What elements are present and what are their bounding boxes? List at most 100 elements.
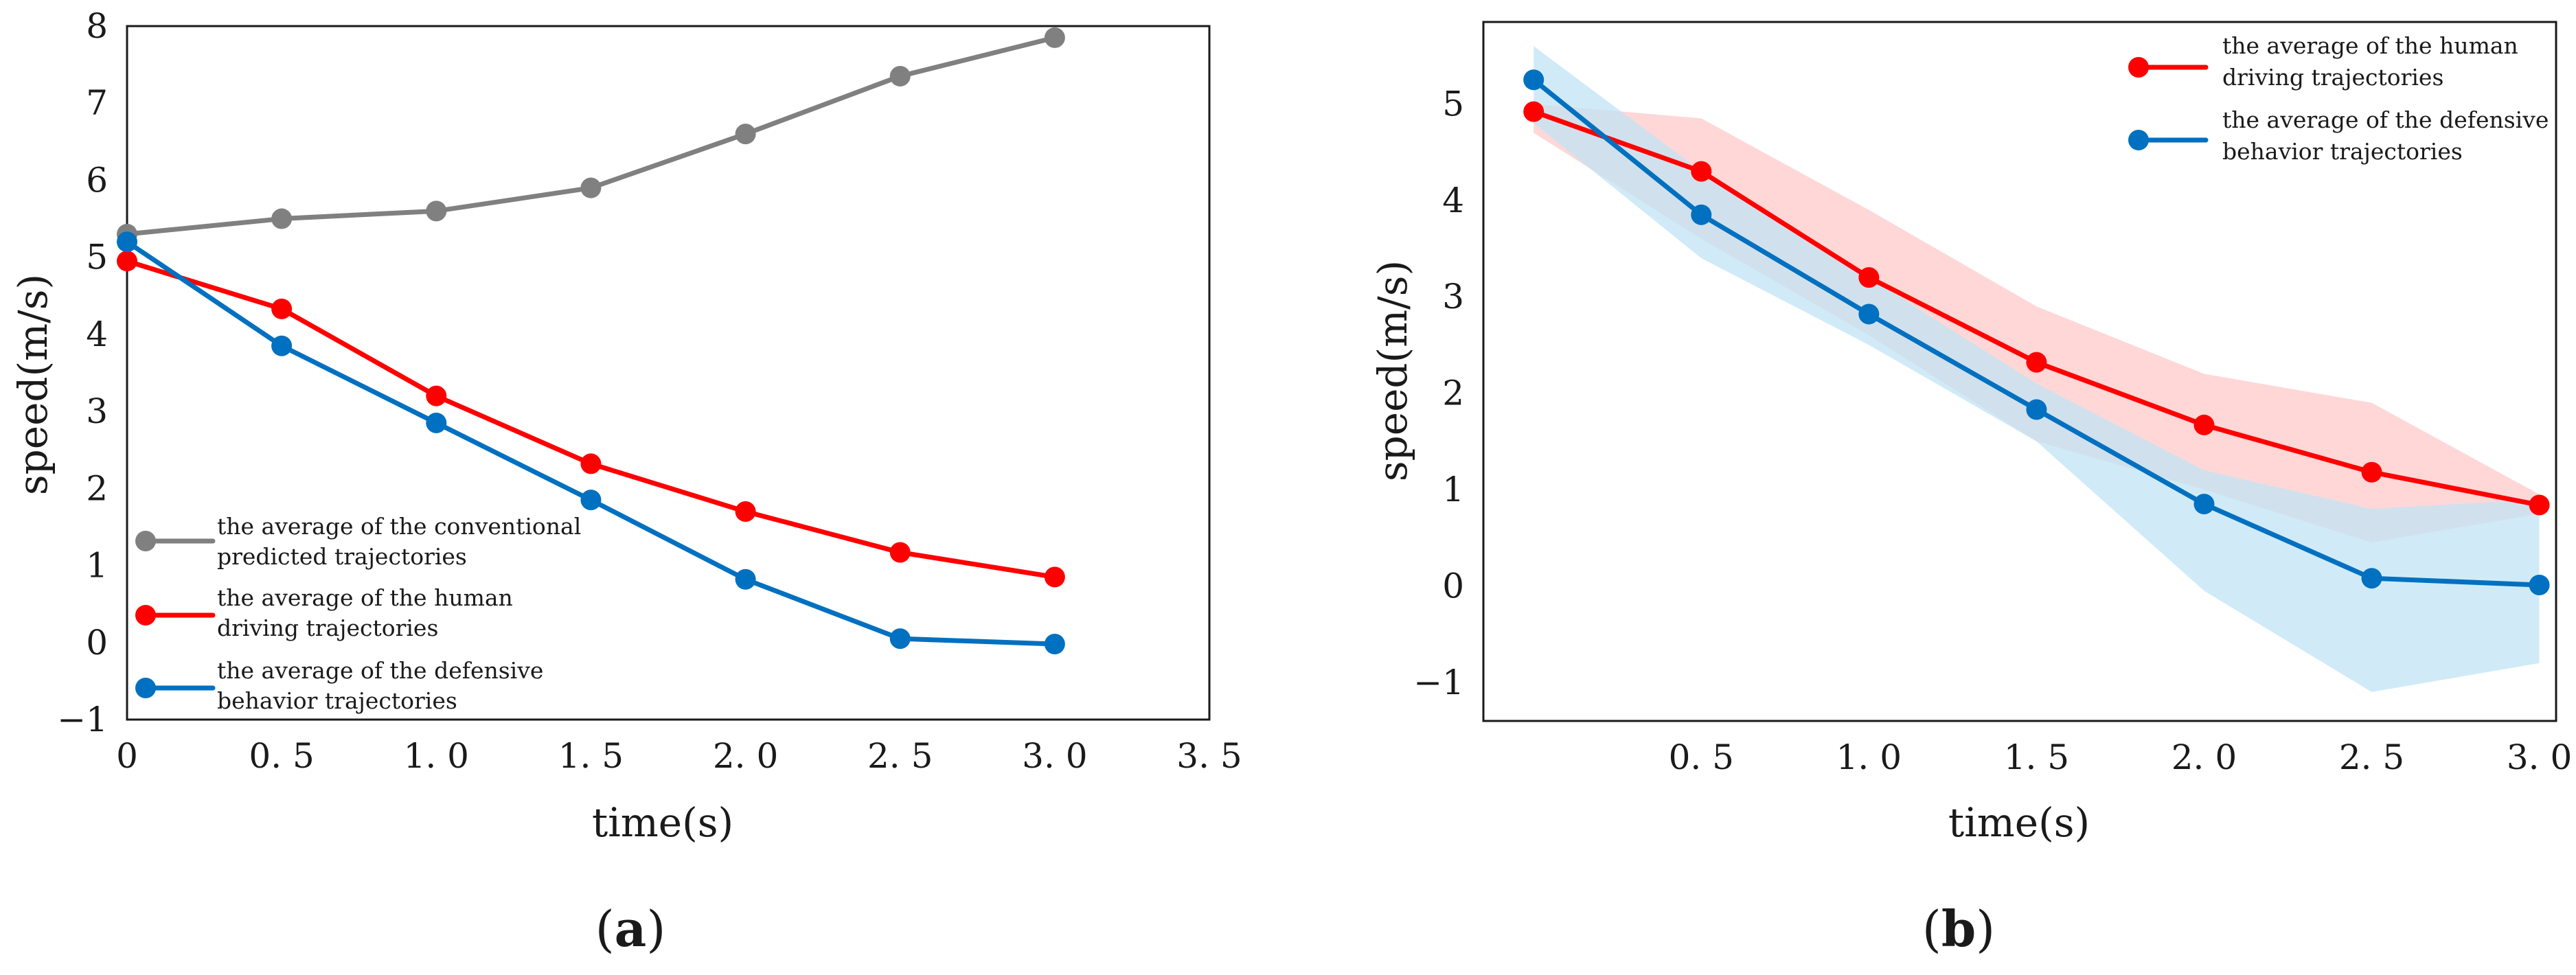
x-tick-label-b: 0. 5 xyxy=(1669,737,1734,777)
legend-label-b-human-line1: the average of the human xyxy=(2222,32,2518,59)
data-point-a-predicted-trajectories xyxy=(580,177,602,198)
data-point-b-driving-trajectories xyxy=(2361,461,2382,483)
legend-entry-b-defensive: the average of the defensive behavior tr… xyxy=(2128,106,2549,165)
series-line-a-predicted-trajectories xyxy=(124,35,1058,237)
data-point-b-driving-trajectories xyxy=(1691,161,1712,182)
x-tick-label-a: 3. 5 xyxy=(1176,736,1242,776)
legend-entry-a-human: the average of the human driving traject… xyxy=(135,584,513,641)
y-tick-label-b: 1 xyxy=(1442,470,1464,509)
data-point-a-behavior-trajectories xyxy=(889,628,911,650)
y-tick-label-a: 2 xyxy=(86,468,108,508)
panel-label-a: (a) xyxy=(595,899,666,958)
legend-marker-a-defensive xyxy=(135,678,156,698)
data-point-a-driving-trajectories xyxy=(1044,566,1065,588)
legend-marker-a-human xyxy=(135,605,156,626)
data-point-a-predicted-trajectories xyxy=(426,200,447,222)
legend-marker-b-defensive xyxy=(2128,130,2149,150)
y-tick-label-b: −1 xyxy=(1413,663,1464,702)
legend-label-a-human-line2: driving trajectories xyxy=(217,615,438,641)
data-point-a-behavior-trajectories xyxy=(117,231,137,253)
data-point-b-driving-trajectories xyxy=(1858,267,1880,288)
legend-entry-a-conventional: the average of the conventional predicte… xyxy=(135,513,581,570)
data-point-b-behavior-trajectories xyxy=(2193,494,2215,515)
y-tick-labels-b: −1 0 1 2 3 4 5 xyxy=(1413,84,1464,702)
legend-label-b-defensive-line2: behavior trajectories xyxy=(2222,138,2463,165)
data-point-b-behavior-trajectories xyxy=(2361,568,2382,589)
legend-label-a-conventional-line2: predicted trajectories xyxy=(217,543,467,570)
data-point-b-driving-trajectories xyxy=(1523,101,1545,122)
y-tick-label-a: 3 xyxy=(86,391,108,431)
data-point-a-driving-trajectories xyxy=(889,542,911,563)
plot-frame-a xyxy=(126,25,1211,721)
y-tick-label-a: 7 xyxy=(86,83,108,123)
legend-label-b-defensive-line1: the average of the defensive xyxy=(2222,106,2549,133)
series-group-b xyxy=(1523,69,2550,596)
y-tick-label-a: 6 xyxy=(86,160,108,200)
data-point-b-driving-trajectories xyxy=(2026,352,2047,373)
x-tick-label-a: 1. 5 xyxy=(558,736,624,776)
x-axis-title-a: time(s) xyxy=(592,799,733,846)
data-point-a-driving-trajectories xyxy=(117,251,137,272)
x-tick-label-b: 2. 0 xyxy=(2172,737,2237,777)
y-tick-label-b: 0 xyxy=(1442,566,1464,606)
legend-a: the average of the conventional predicte… xyxy=(135,513,581,714)
plot-frame-b xyxy=(1482,21,2557,722)
panel-label-b: (b) xyxy=(1922,899,1996,958)
legend-label-a-conventional-line1: the average of the conventional xyxy=(217,513,581,540)
data-point-a-predicted-trajectories xyxy=(889,65,911,87)
data-point-b-behavior-trajectories xyxy=(1858,303,1880,325)
legend-label-a-defensive-line1: the average of the defensive xyxy=(217,657,543,684)
y-tick-label-b: 3 xyxy=(1442,277,1464,317)
y-tick-label-b: 4 xyxy=(1442,181,1464,220)
y-axis-title-b: speed(m/s) xyxy=(1369,260,1416,481)
x-tick-label-b: 1. 5 xyxy=(2004,737,2069,777)
chart-panel-b: −1 0 1 2 3 4 5 0. 5 1. 0 1. 5 2. 0 2. 5 3. 0 speed(… xyxy=(1369,21,2573,958)
y-tick-label-a: 0 xyxy=(86,623,108,663)
legend-label-b-human-line2: driving trajectories xyxy=(2222,64,2443,91)
legend-label-a-defensive-line2: behavior trajectories xyxy=(217,687,457,714)
data-point-b-driving-trajectories xyxy=(2193,414,2215,435)
x-tick-label-a: 3. 0 xyxy=(1022,736,1087,776)
x-tick-labels-b: 0. 5 1. 0 1. 5 2. 0 2. 5 3. 0 xyxy=(1669,737,2573,777)
data-point-a-driving-trajectories xyxy=(426,385,447,406)
data-point-a-behavior-trajectories xyxy=(735,569,756,590)
legend-entry-a-defensive: the average of the defensive behavior tr… xyxy=(135,657,543,714)
legend-label-a-human-line1: the average of the human xyxy=(217,584,513,611)
y-tick-labels-a: −1 0 1 2 3 4 5 6 7 8 xyxy=(57,6,108,739)
y-tick-label-b: 5 xyxy=(1442,84,1464,124)
legend-entry-b-human: the average of the human driving traject… xyxy=(2128,32,2518,91)
data-point-a-behavior-trajectories xyxy=(1044,634,1065,655)
band-b-behavior-trajectories xyxy=(1534,46,2540,692)
data-point-a-behavior-trajectories xyxy=(426,412,447,433)
y-tick-label-a: 8 xyxy=(86,6,108,46)
data-point-b-behavior-trajectories xyxy=(1523,69,1545,91)
x-axis-title-b: time(s) xyxy=(1948,799,2090,846)
x-tick-label-a: 0 xyxy=(116,736,138,776)
confidence-bands-b xyxy=(1534,46,2540,692)
legend-marker-a-conventional xyxy=(135,531,156,551)
x-tick-label-a: 0. 5 xyxy=(249,736,314,776)
x-tick-label-b: 1. 0 xyxy=(1836,737,1902,777)
y-axis-title-a: speed(m/s) xyxy=(10,274,56,495)
y-tick-label-a: −1 xyxy=(57,700,108,739)
legend-marker-b-human xyxy=(2128,57,2149,78)
data-point-b-behavior-trajectories xyxy=(2026,399,2047,420)
data-point-a-predicted-trajectories xyxy=(271,208,293,229)
data-point-a-predicted-trajectories xyxy=(1044,27,1065,48)
y-tick-label-a: 4 xyxy=(86,314,108,354)
x-tick-label-b: 2. 5 xyxy=(2339,737,2404,777)
data-point-a-driving-trajectories xyxy=(580,453,602,474)
x-tick-labels-a: 0 0. 5 1. 0 1. 5 2. 0 2. 5 3. 0 3. 5 xyxy=(116,736,1242,776)
x-tick-label-a: 1. 0 xyxy=(404,736,469,776)
x-tick-label-a: 2. 5 xyxy=(867,736,933,776)
y-tick-label-b: 2 xyxy=(1442,374,1464,413)
legend-b: the average of the human driving traject… xyxy=(2128,32,2549,165)
x-tick-label-b: 3. 0 xyxy=(2507,737,2572,777)
data-point-a-driving-trajectories xyxy=(271,298,293,319)
data-point-b-behavior-trajectories xyxy=(1691,204,1712,225)
data-point-b-behavior-trajectories xyxy=(2529,575,2550,596)
y-tick-label-a: 5 xyxy=(86,238,108,277)
x-tick-label-a: 2. 0 xyxy=(713,736,778,776)
